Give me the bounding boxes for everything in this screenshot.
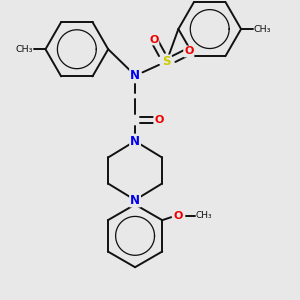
Text: O: O [154,115,164,125]
Text: S: S [162,56,171,68]
Text: O: O [174,211,183,221]
Text: O: O [149,34,158,44]
Text: N: N [130,69,140,82]
Text: N: N [130,194,140,206]
Text: O: O [184,46,194,56]
Text: CH₃: CH₃ [196,211,212,220]
Text: N: N [130,134,140,148]
Text: CH₃: CH₃ [254,25,271,34]
Text: CH₃: CH₃ [15,45,33,54]
